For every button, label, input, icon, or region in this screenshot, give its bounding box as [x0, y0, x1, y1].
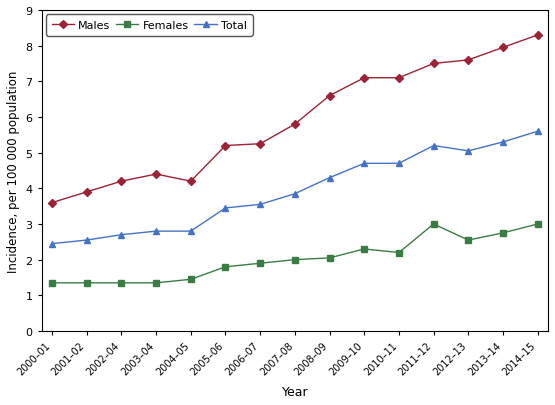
Total	[534, 130, 541, 134]
Total	[49, 241, 56, 246]
Total	[361, 162, 367, 166]
Females	[430, 222, 437, 227]
Females	[49, 281, 56, 286]
Males	[49, 200, 56, 205]
Line: Total: Total	[49, 128, 541, 247]
Males	[83, 190, 90, 195]
Legend: Males, Females, Total: Males, Females, Total	[46, 15, 253, 36]
Total	[291, 192, 298, 196]
Males	[430, 62, 437, 67]
Females	[257, 261, 264, 266]
Total	[153, 229, 159, 234]
Males	[396, 76, 402, 81]
Y-axis label: Incidence, per 100 000 population: Incidence, per 100 000 population	[7, 70, 20, 272]
Females	[118, 281, 125, 286]
X-axis label: Year: Year	[281, 385, 308, 398]
Females	[222, 265, 229, 270]
Females	[83, 281, 90, 286]
Males	[222, 144, 229, 149]
Females	[534, 222, 541, 227]
Females	[326, 256, 333, 261]
Females	[500, 231, 506, 236]
Females	[188, 277, 194, 282]
Males	[534, 33, 541, 38]
Males	[188, 179, 194, 184]
Total	[465, 149, 472, 154]
Males	[153, 172, 159, 177]
Line: Males: Males	[49, 33, 541, 206]
Males	[361, 76, 367, 81]
Total	[257, 202, 264, 207]
Males	[291, 122, 298, 127]
Line: Females: Females	[49, 221, 541, 286]
Total	[83, 238, 90, 243]
Females	[291, 258, 298, 262]
Males	[326, 94, 333, 99]
Females	[361, 247, 367, 252]
Males	[118, 179, 125, 184]
Total	[222, 206, 229, 211]
Females	[465, 238, 472, 243]
Total	[500, 140, 506, 145]
Total	[188, 229, 194, 234]
Males	[465, 58, 472, 63]
Males	[500, 46, 506, 51]
Total	[326, 176, 333, 181]
Males	[257, 142, 264, 147]
Females	[153, 281, 159, 286]
Total	[396, 162, 402, 166]
Females	[396, 250, 402, 255]
Total	[430, 144, 437, 149]
Total	[118, 233, 125, 238]
